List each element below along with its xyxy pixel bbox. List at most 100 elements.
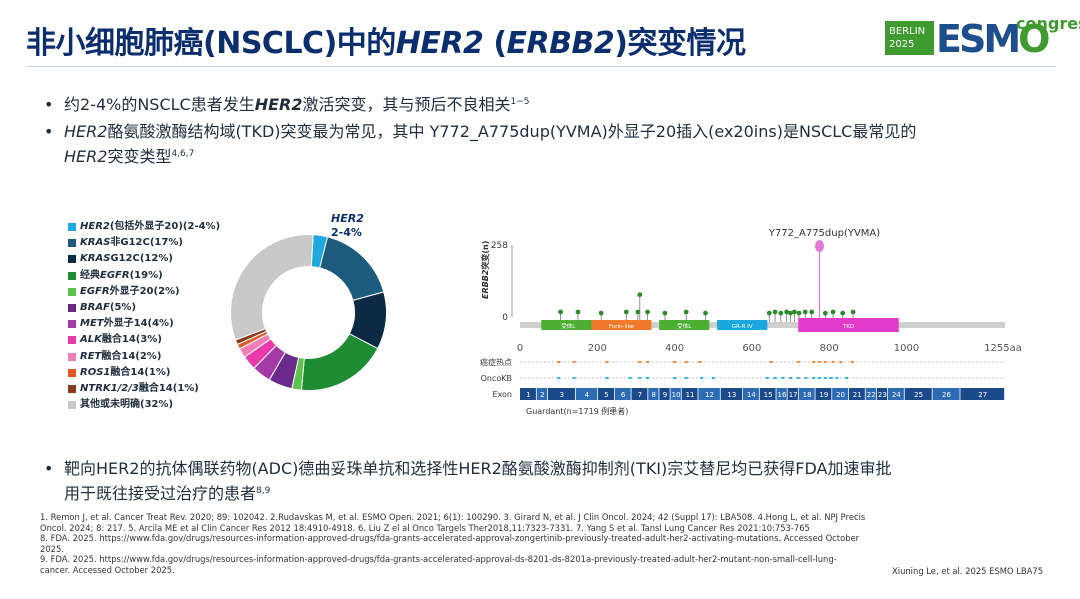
source-credit: Xiuning Le, et al. 2025 ESMO LBA75 bbox=[892, 566, 1044, 576]
oncokb-track-mark bbox=[765, 377, 769, 379]
exon-block bbox=[575, 388, 598, 400]
oncokb-track-mark bbox=[638, 377, 642, 379]
exon-block bbox=[648, 388, 659, 400]
exon-label: 11 bbox=[686, 391, 695, 399]
mutation-point bbox=[802, 309, 808, 315]
reference-line: Oncol. 2024; 8: 217. 5. Arcila ME et al … bbox=[40, 522, 810, 533]
reference-line: 2025. bbox=[40, 543, 64, 554]
legend-text: (5%) bbox=[109, 302, 137, 314]
mutation-point bbox=[796, 310, 802, 316]
y-axis-label: ERBB2突变(n) bbox=[480, 241, 490, 299]
protein-domain bbox=[717, 320, 768, 330]
exon-label: 16 bbox=[778, 391, 787, 399]
logo-city-box: BERLIN 2025 bbox=[885, 21, 934, 55]
mutation-point bbox=[623, 309, 629, 315]
oncokb-track-mark bbox=[700, 377, 704, 379]
legend-text: EGFR bbox=[80, 285, 110, 297]
donut-legend: HER2 (包括外显子20)(2-4%) KRAS 非G12C(17%) KRAS G1… bbox=[68, 219, 220, 413]
exon-label: 1 bbox=[526, 391, 530, 399]
oncokb-track-mark bbox=[789, 377, 793, 379]
exon-block bbox=[776, 388, 787, 400]
oncokb-track-mark bbox=[628, 377, 632, 379]
bullet-dot: • bbox=[44, 122, 54, 141]
exon-label: 21 bbox=[853, 391, 862, 399]
exon-label: 3 bbox=[560, 391, 564, 399]
legend-swatch bbox=[68, 239, 76, 248]
x-tick-label: 200 bbox=[588, 343, 607, 354]
exon-block bbox=[659, 388, 670, 400]
oncokb-track-mark bbox=[684, 377, 688, 379]
oncokb-track-mark bbox=[572, 377, 576, 379]
legend-text: 融合14(3%) bbox=[101, 334, 162, 346]
reference-line: 8. FDA. 2025. https://www.fda.gov/drugs/… bbox=[40, 533, 860, 543]
mutation-point bbox=[683, 309, 689, 315]
domain-label: TKD bbox=[842, 324, 854, 330]
exon-block bbox=[720, 388, 743, 400]
legend-item: HER2 (包括外显子20)(2-4%) bbox=[68, 219, 220, 235]
logo-brand: ESMO bbox=[936, 17, 1050, 61]
mutation-point bbox=[822, 310, 828, 316]
oncokb-track-mark bbox=[823, 377, 827, 379]
legend-swatch bbox=[68, 304, 76, 313]
oncokb-track-mark bbox=[835, 377, 839, 379]
hotspot-track-mark bbox=[572, 361, 576, 363]
oncokb-track-mark bbox=[796, 377, 800, 379]
oncokb-track-mark bbox=[818, 377, 822, 379]
reference-line: 9. FDA. 2025. https://www.fda.gov/drugs/… bbox=[40, 554, 837, 564]
exon-label: 12 bbox=[705, 391, 714, 399]
exon-label: 15 bbox=[764, 391, 773, 399]
hotspot-track-mark bbox=[796, 361, 800, 363]
legend-item: 经典 EGFR (19%) bbox=[68, 268, 220, 284]
her2-callout: HER2 2-4% bbox=[331, 212, 364, 239]
track-label: Exon bbox=[492, 390, 512, 399]
hotspot-track-mark bbox=[638, 361, 642, 363]
mutation-point bbox=[598, 310, 604, 316]
exon-block bbox=[598, 388, 614, 400]
exon-block bbox=[742, 388, 759, 400]
bullet-dot: • bbox=[44, 459, 54, 478]
exon-block bbox=[832, 388, 849, 400]
title-divider bbox=[26, 66, 1056, 67]
legend-swatch bbox=[68, 384, 76, 393]
exon-block bbox=[759, 388, 776, 400]
exon-block bbox=[960, 388, 1005, 400]
exon-label: 14 bbox=[747, 391, 756, 399]
exon-block bbox=[932, 388, 960, 400]
hotspot-track-mark bbox=[812, 361, 816, 363]
legend-text: MET bbox=[80, 318, 104, 330]
exon-block bbox=[876, 388, 888, 400]
bullet-item: • 约2-4%的NSCLC患者发生HER2激活突变，其与预后不良相关1−5 bbox=[44, 92, 1024, 117]
legend-swatch bbox=[68, 255, 76, 264]
x-tick-label: 600 bbox=[742, 343, 761, 354]
oncokb-track-mark bbox=[781, 377, 785, 379]
exon-label: 27 bbox=[978, 391, 987, 399]
legend-item: MET 外显子14(4%) bbox=[68, 316, 220, 332]
oncokb-track-mark bbox=[829, 377, 833, 379]
track-label: 癌症热点 bbox=[480, 357, 512, 367]
exon-block bbox=[787, 388, 798, 400]
domain-label: 受体L bbox=[677, 322, 692, 330]
protein-domain bbox=[659, 320, 710, 330]
mutation-point bbox=[662, 310, 668, 316]
mutation-point bbox=[788, 310, 793, 316]
exon-label: 10 bbox=[672, 391, 681, 399]
exon-label: 17 bbox=[789, 391, 798, 399]
exon-label: 19 bbox=[819, 391, 828, 399]
exon-block bbox=[848, 388, 865, 400]
hotspot-track-mark bbox=[673, 361, 677, 363]
donut-slice bbox=[319, 236, 385, 301]
legend-text: 融合14(1%) bbox=[110, 366, 171, 378]
exon-block bbox=[815, 388, 832, 400]
bullet-item: • HER2酪氨酸激酶结构域(TKD)突变最为常见，其中 Y772_A775du… bbox=[44, 119, 1024, 169]
protein-domain bbox=[591, 320, 652, 330]
x-tick-label: 800 bbox=[820, 343, 839, 354]
exon-block bbox=[887, 388, 904, 400]
legend-text: 经典 bbox=[80, 269, 100, 281]
bullet-dot: • bbox=[44, 95, 54, 114]
hotspot-track-mark bbox=[769, 361, 773, 363]
hotspot-track-mark bbox=[823, 361, 827, 363]
reference-line: cancer. Accessed October 2025. bbox=[40, 564, 175, 575]
exon-label: 7 bbox=[638, 391, 642, 399]
legend-text: G12C(12%) bbox=[110, 253, 173, 265]
